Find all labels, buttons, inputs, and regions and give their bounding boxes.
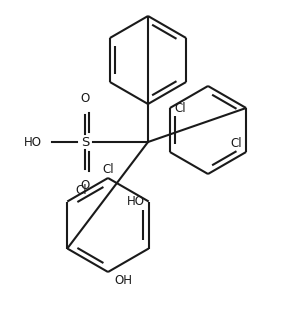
- Text: Cl: Cl: [102, 163, 114, 176]
- Text: O: O: [80, 92, 90, 105]
- Text: HO: HO: [24, 136, 42, 149]
- Text: OH: OH: [114, 274, 132, 287]
- Text: Cl: Cl: [75, 185, 87, 198]
- Text: HO: HO: [127, 195, 145, 208]
- Text: Cl: Cl: [231, 137, 242, 150]
- Text: S: S: [81, 136, 89, 149]
- Text: Cl: Cl: [174, 101, 186, 114]
- Text: O: O: [80, 179, 90, 192]
